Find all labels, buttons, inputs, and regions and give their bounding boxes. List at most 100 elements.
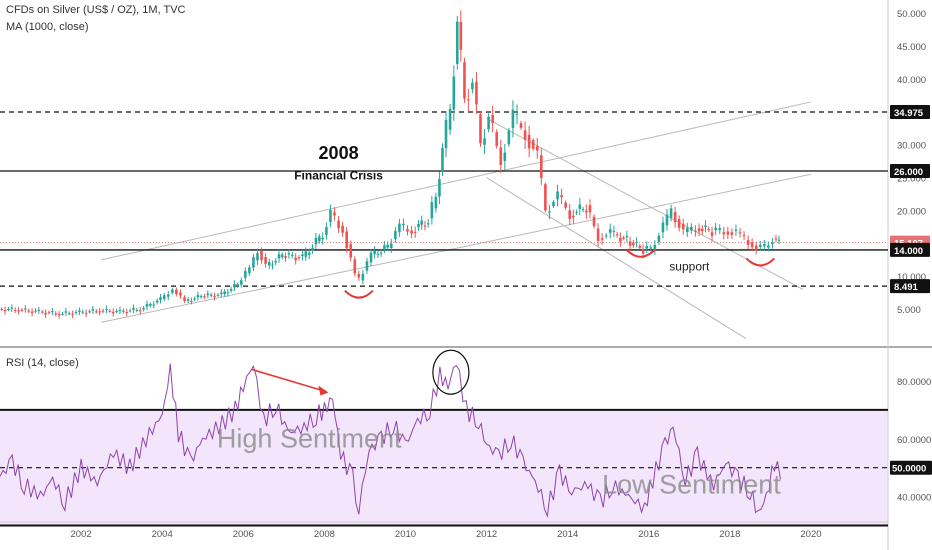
candle-body bbox=[226, 292, 230, 294]
candle-body bbox=[448, 109, 452, 130]
candle-body bbox=[423, 225, 427, 227]
candle-body bbox=[51, 311, 54, 313]
low-sentiment-label: Low Sentiment bbox=[602, 470, 781, 500]
candle-body bbox=[402, 223, 405, 226]
candle-body bbox=[203, 296, 206, 298]
time-tick-label: 2016 bbox=[638, 529, 659, 540]
candle-body bbox=[132, 308, 135, 310]
candle-body bbox=[277, 254, 281, 259]
candle-body bbox=[467, 99, 470, 101]
candle-body bbox=[44, 312, 47, 315]
candle-body bbox=[171, 289, 174, 293]
candle-body bbox=[341, 225, 344, 233]
candle-body bbox=[669, 208, 673, 218]
candle-body bbox=[479, 114, 482, 144]
divergence-arrow-head bbox=[318, 385, 329, 396]
candle-body bbox=[386, 244, 389, 248]
candle-body bbox=[345, 231, 348, 249]
candle-body bbox=[681, 224, 685, 230]
candle-body bbox=[430, 202, 434, 219]
candle-body bbox=[376, 253, 380, 255]
candle-body bbox=[233, 284, 236, 288]
candle-body bbox=[738, 232, 742, 234]
candle-body bbox=[615, 234, 619, 236]
rsi-level-badge-text: 50.0000 bbox=[892, 464, 926, 475]
candle-body bbox=[260, 250, 263, 261]
trend-line bbox=[101, 101, 812, 261]
candle-body bbox=[649, 247, 653, 249]
candle-body bbox=[152, 304, 156, 306]
candle-body bbox=[578, 204, 582, 210]
candle-body bbox=[673, 212, 677, 223]
candle-body bbox=[311, 247, 314, 251]
candle-body bbox=[495, 132, 499, 146]
candle-body bbox=[575, 211, 578, 213]
price-level-badge-text: 8.491 bbox=[894, 282, 918, 293]
candle-body bbox=[540, 155, 543, 178]
candle-body bbox=[641, 249, 645, 254]
time-tick-label: 2020 bbox=[800, 529, 821, 540]
candle-body bbox=[777, 239, 781, 241]
rsi-level-badge bbox=[890, 460, 932, 475]
rsi-tick-label: 80.0000 bbox=[897, 377, 931, 388]
price-tick-label: 40.000 bbox=[897, 75, 926, 86]
candle-body bbox=[438, 179, 441, 197]
price-tick-label: 10.000 bbox=[897, 272, 926, 283]
rsi-peak-circle bbox=[432, 349, 470, 395]
time-tick-label: 2004 bbox=[152, 529, 173, 540]
candle-body bbox=[34, 310, 37, 312]
candle-body bbox=[357, 274, 361, 278]
candle-body bbox=[318, 236, 321, 242]
candle-body bbox=[108, 310, 112, 312]
candle-body bbox=[511, 109, 515, 129]
candle-body bbox=[434, 196, 438, 209]
candle-body bbox=[27, 310, 31, 312]
candle-body bbox=[455, 21, 459, 64]
candle-body bbox=[7, 309, 10, 311]
time-tick-label: 2006 bbox=[233, 529, 254, 540]
candle-body bbox=[321, 237, 324, 240]
candle-body bbox=[138, 310, 142, 312]
candle-body bbox=[383, 245, 386, 249]
rsi-indicator-label: RSI (14, close) bbox=[6, 357, 79, 369]
candle-body bbox=[754, 245, 758, 251]
candle-body bbox=[30, 311, 34, 313]
candle-body bbox=[665, 214, 669, 226]
candle-body bbox=[718, 228, 722, 231]
candle-body bbox=[213, 296, 216, 298]
candle-body bbox=[560, 195, 563, 198]
candle-body bbox=[746, 240, 750, 245]
candle-body bbox=[67, 313, 71, 315]
candle-body bbox=[394, 230, 397, 240]
candle-body bbox=[588, 205, 592, 213]
candle-body bbox=[463, 62, 466, 99]
candle-body bbox=[307, 252, 311, 255]
candle-body bbox=[657, 235, 661, 243]
candle-body bbox=[159, 297, 162, 301]
candle-body bbox=[556, 191, 559, 200]
candle-body bbox=[507, 130, 511, 145]
candle-body bbox=[64, 311, 68, 313]
price-tick-label: 50.000 bbox=[897, 9, 926, 20]
candle-body bbox=[236, 284, 239, 287]
candle-body bbox=[471, 82, 474, 90]
price-tick-label: 30.000 bbox=[897, 141, 926, 152]
candle-body bbox=[267, 262, 271, 266]
candle-body bbox=[304, 251, 308, 257]
time-tick-label: 2012 bbox=[476, 529, 497, 540]
candle-body bbox=[220, 292, 223, 295]
candle-body bbox=[452, 76, 456, 110]
candle-body bbox=[166, 294, 170, 297]
candle-body bbox=[142, 308, 145, 310]
candle-body bbox=[284, 256, 287, 258]
candle-body bbox=[365, 261, 369, 271]
candle-body bbox=[361, 273, 365, 281]
candle-body bbox=[410, 230, 413, 234]
candle-body bbox=[20, 309, 24, 311]
candle-body bbox=[118, 309, 122, 311]
year-annotation: 2008 bbox=[319, 143, 359, 163]
candle-body bbox=[771, 242, 774, 245]
candle-body bbox=[325, 227, 328, 235]
candle-body bbox=[162, 295, 166, 299]
